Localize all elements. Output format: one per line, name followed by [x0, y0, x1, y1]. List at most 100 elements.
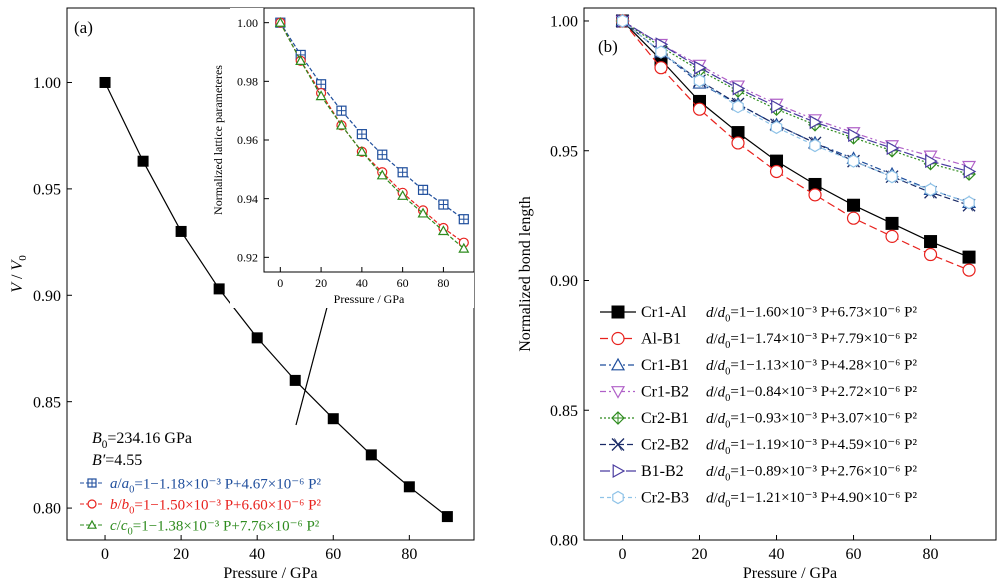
- bond-Cr2-B1-line: [622, 20, 970, 175]
- bond-Al-B1-point: [923, 247, 938, 262]
- plot-frame: [583, 7, 997, 541]
- circle-marker: [808, 188, 822, 202]
- hexagon-marker: [963, 195, 975, 210]
- legend-equation-a: b/b0=1−1.50×10⁻³ P+6.60×10⁻⁶ P²: [110, 497, 321, 517]
- legend-marker: [86, 519, 98, 529]
- bond-Al-B1-point: [885, 229, 899, 243]
- triangle-marker: [295, 55, 307, 66]
- circle-marker: [692, 102, 707, 116]
- volume-series-point: [137, 155, 149, 167]
- volume-series-point: [289, 374, 301, 386]
- bond-Cr2-B3-point: [732, 99, 744, 114]
- circle-marker: [769, 164, 784, 179]
- panel-b-label: (b): [598, 37, 618, 56]
- legend-name: Cr1-B1: [641, 357, 689, 374]
- inset-a/a0-point: [336, 105, 347, 116]
- inset-bg: [230, 8, 474, 308]
- triangle-marker: [437, 225, 449, 236]
- y-tick-label: 0.80: [33, 501, 61, 518]
- inset-b/b0-line: [279, 22, 465, 244]
- triangle-right-marker: [925, 154, 938, 169]
- hexagon-marker: [886, 170, 898, 184]
- legend-name: Al-B1: [641, 331, 681, 348]
- x-tick-label: 20: [173, 546, 189, 563]
- inset-c/c0-point: [356, 145, 368, 156]
- panel-a: 0 20 40 60 80 0.80 0.85 0.90 0.95 1.00 (a) Pressure…: [9, 7, 475, 581]
- square-marker: [99, 76, 111, 88]
- inset-x-title: Pressure / GPa: [334, 292, 405, 306]
- square-marker: [611, 305, 625, 319]
- bond-Cr2-B3-point: [809, 138, 821, 153]
- volume-series-point: [441, 511, 453, 523]
- triangle-right-marker: [848, 128, 861, 143]
- inset-y-title: Normalized lattice parameteres: [211, 65, 225, 215]
- legend-name: Cr1-Al: [641, 304, 687, 321]
- y-tick-label: 1.00: [550, 14, 578, 31]
- square-marker: [289, 374, 301, 386]
- square-marker: [403, 481, 415, 493]
- marker-line: [614, 438, 622, 451]
- legend-equation-b: d/d0=1−1.19×10⁻³ P+4.59×10⁻⁶ P²: [706, 437, 917, 457]
- x-tick-label: 60: [325, 546, 341, 563]
- bond-Cr2-B3-point: [963, 195, 975, 210]
- triangle-right-marker: [809, 115, 823, 130]
- circle-marker: [87, 499, 97, 509]
- hexagon-marker: [612, 490, 624, 505]
- hexagon-marker: [732, 99, 744, 114]
- x-tick-label: 0: [277, 276, 283, 290]
- hexagon-marker: [924, 183, 937, 197]
- panel-a-label: (a): [74, 18, 93, 37]
- square-marker: [137, 155, 149, 167]
- bond-B1-B2-point: [963, 164, 977, 179]
- hexagon-marker: [809, 138, 821, 153]
- bond-Al-B1-point: [769, 164, 784, 179]
- inset-a/a0-point: [377, 149, 388, 160]
- legend-name: Cr2-B3: [641, 490, 689, 507]
- inset-c/c0-point: [335, 119, 347, 130]
- hexagon-marker: [770, 120, 783, 135]
- legend-name: Cr1-B2: [641, 384, 689, 401]
- triangle-marker: [335, 119, 347, 130]
- legend-equation-b: d/d0=1−0.84×10⁻³ P+2.72×10⁻⁶ P²: [706, 384, 917, 404]
- inset-c/c0-point: [274, 16, 286, 27]
- inset: 0 20 40 60 80 0.92 0.94 0.96 0.98 1.00 Pressure / …: [211, 7, 475, 306]
- volume-series-point: [251, 332, 263, 344]
- square-marker: [365, 449, 377, 461]
- triangle-right-marker: [612, 463, 626, 479]
- hexagon-marker: [616, 14, 629, 28]
- inset-c/c0-point: [376, 169, 388, 180]
- x-tick-label: 40: [356, 276, 368, 290]
- circle-marker: [885, 229, 899, 243]
- legend-marker: [87, 478, 97, 488]
- x-axis-title-a: Pressure / GPa: [223, 565, 317, 581]
- square-marker: [962, 250, 976, 264]
- legend-equation-b: d/d0=1−1.74×10⁻³ P+7.79×10⁻⁶ P²: [706, 331, 917, 351]
- inset-c/c0-point: [315, 90, 327, 101]
- legend-marker: [611, 411, 625, 425]
- triangle-right-marker: [694, 60, 707, 75]
- triangle-marker: [274, 16, 286, 27]
- x-tick-label: 80: [401, 546, 417, 563]
- legend-bg: [598, 300, 988, 528]
- y-tick-label: 0.92: [237, 251, 258, 265]
- bond-Al-B1-line: [622, 20, 970, 271]
- x-tick-label: 40: [249, 546, 265, 563]
- y-tick-label: 0.94: [237, 192, 258, 206]
- inset-c/c0-point: [437, 225, 449, 236]
- x-tick-label: 0: [101, 546, 109, 563]
- bond-B1-B2-point: [809, 115, 823, 130]
- x-tick-label: 60: [397, 276, 409, 290]
- square-marker: [924, 235, 938, 249]
- square-marker: [213, 283, 225, 295]
- bond-Cr1-Al-point: [885, 216, 899, 230]
- y-axis-title-b: Normalized bond length: [517, 196, 534, 352]
- x-tick-label: 80: [923, 546, 939, 563]
- bond-B1-B2-point: [771, 99, 784, 114]
- circle-marker: [611, 331, 625, 346]
- y-tick-label: 0.95: [550, 143, 578, 160]
- circle-marker: [654, 61, 668, 75]
- hexagon-marker: [847, 154, 860, 168]
- y-tick-label: 0.90: [33, 288, 61, 305]
- y-tick-label: 1.00: [33, 75, 61, 92]
